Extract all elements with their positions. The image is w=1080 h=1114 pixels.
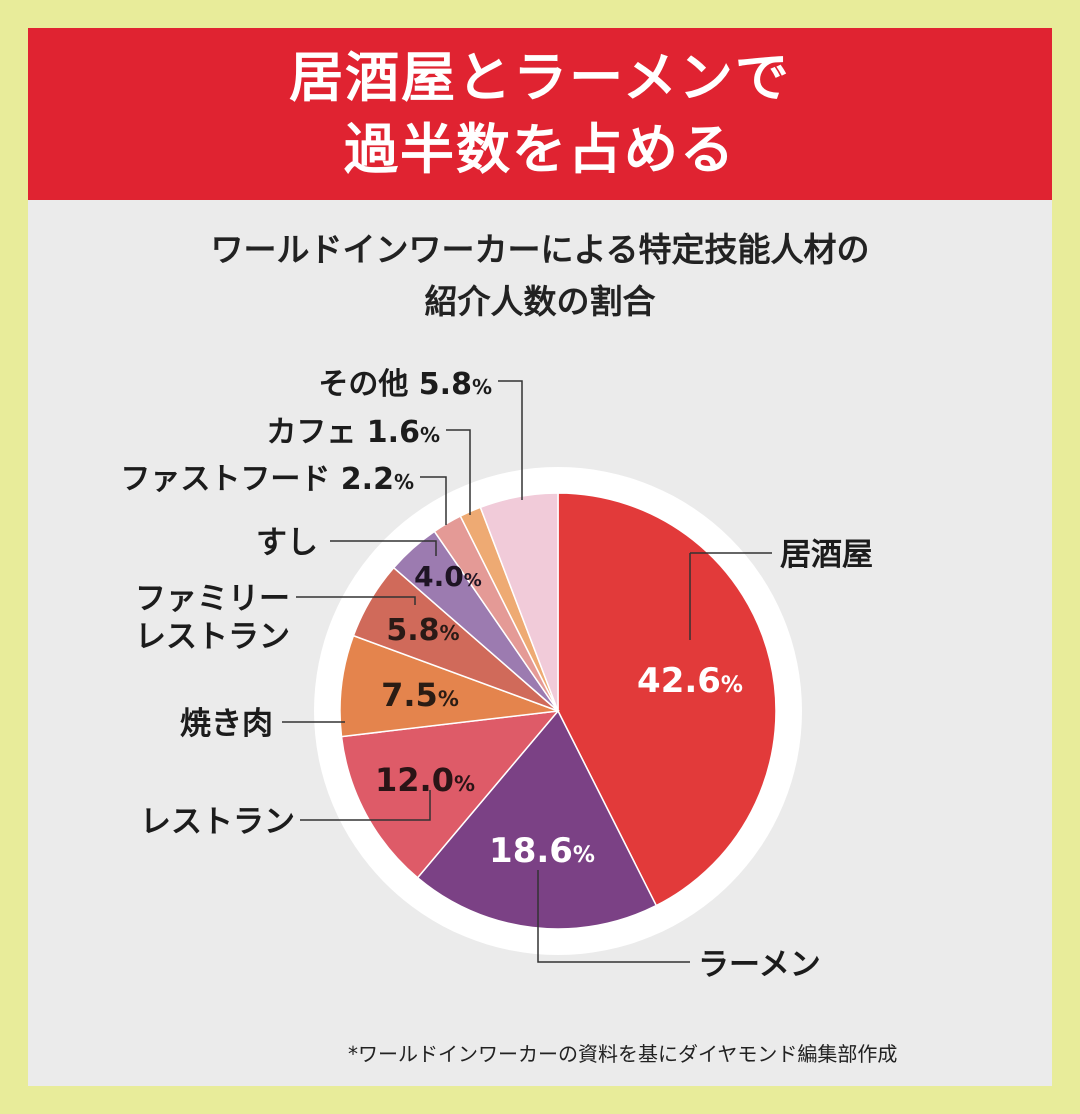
leader-line-8 (498, 380, 523, 500)
pie-slice-3 (339, 634, 559, 738)
headline-line-2: 過半数を占める (344, 118, 736, 181)
slice-value-sushi: 4.0% (414, 560, 482, 593)
slice-value-yakiniku: 7.5% (381, 676, 459, 714)
slice-label-cafe: カフェ 1.6% (266, 415, 440, 450)
slice-value-izakaya: 42.6% (637, 661, 743, 701)
slice-value-family-restaurant: 5.8% (386, 613, 459, 648)
pie-slice-8 (479, 492, 559, 712)
leader-line-6 (420, 476, 447, 525)
slice-value-restaurant: 12.0% (375, 761, 475, 799)
slice-label-yakiniku: 焼き肉 (180, 706, 273, 742)
leader-line-7 (446, 429, 471, 515)
slice-label-fastfood: ファストフード 2.2% (120, 462, 414, 497)
slice-label-restaurant: レストラン (140, 804, 295, 840)
headline-banner: 居酒屋とラーメンで 過半数を占める (28, 28, 1052, 200)
leader-line-5 (330, 540, 437, 556)
source-footnote: *ワールドインワーカーの資料を基にダイヤモンド編集部作成 (348, 1042, 898, 1066)
chart-title-line-1: ワールドインワーカーによる特定技能人材の (210, 230, 870, 269)
slice-label-ramen: ラーメン (698, 947, 821, 983)
chart-title: ワールドインワーカーによる特定技能人材の 紹介人数の割合 (28, 224, 1052, 328)
slice-value-ramen: 18.6% (489, 831, 595, 871)
leader-line-1 (537, 870, 690, 963)
pie-slice-1 (416, 709, 658, 930)
slice-label-sushi: すし (256, 525, 318, 561)
pie-slice-0 (557, 492, 777, 907)
leader-line-4 (296, 596, 416, 605)
leader-line-2 (300, 790, 431, 821)
slice-label-other: その他 5.8% (318, 367, 492, 402)
pie-slice-2 (340, 710, 560, 879)
headline-line-1: 居酒屋とラーメンで (289, 46, 791, 109)
slice-label-family-restaurant-1: ファミリー (135, 581, 290, 617)
slice-label-family-restaurant-2: レストラン (135, 619, 290, 655)
chart-title-line-2: 紹介人数の割合 (424, 282, 656, 321)
slice-label-izakaya: 居酒屋 (780, 537, 873, 573)
